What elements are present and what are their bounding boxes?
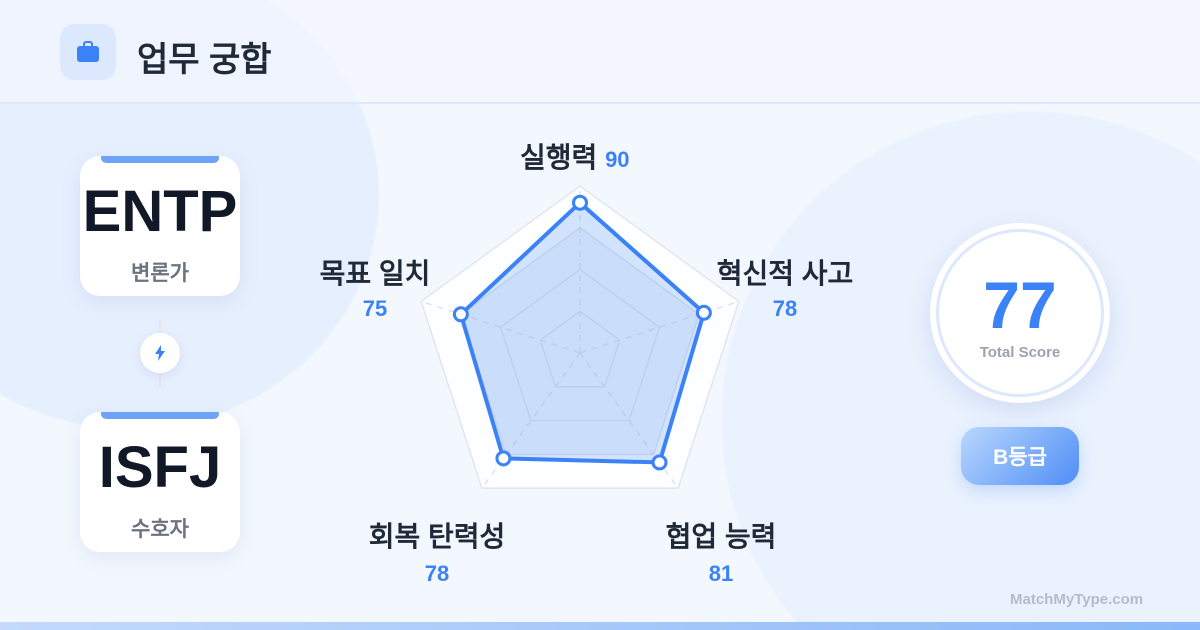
card-accent-bar (101, 412, 219, 419)
type-code: ENTP (82, 179, 238, 244)
site-watermark: MatchMyType.com (1010, 591, 1144, 608)
total-score-label: Total Score (979, 344, 1061, 361)
axis-label-2: 협업 능력 81 (662, 515, 780, 587)
card-accent-bar (101, 156, 219, 163)
axis-value-4: 75 (362, 296, 388, 321)
radar-chart (420, 185, 740, 489)
data-point (452, 306, 469, 323)
data-point (572, 194, 588, 211)
lightning-icon (140, 333, 180, 373)
type-code: ISFJ (98, 435, 222, 500)
axis-value-1: 78 (772, 296, 798, 321)
type-card-2: ISFJ 수호자 (80, 412, 240, 552)
axis-value-2: 81 (708, 561, 734, 586)
header: 업무 궁합 (0, 0, 1200, 104)
data-area (458, 200, 706, 465)
grade-badge: B등급 (961, 427, 1079, 485)
axis-line (481, 352, 581, 489)
type-card-1: ENTP 변론가 (80, 156, 240, 296)
data-point (495, 450, 512, 467)
axis-label-3: 회복 탄력성 78 (364, 515, 510, 587)
axis-label-1: 혁신적 사고 78 (712, 252, 858, 322)
page-title: 업무 궁합 (137, 41, 272, 79)
data-point (695, 304, 712, 321)
type-nickname: 변론가 (131, 262, 189, 285)
axis-label-4: 목표 일치 75 (316, 252, 434, 322)
axis-label-0: 실행력 90 (520, 142, 630, 173)
briefcase-icon (60, 24, 116, 80)
total-score-badge: 77 Total Score (930, 223, 1110, 403)
bottom-accent-bar (0, 622, 1200, 630)
total-score-value: 77 (983, 268, 1057, 342)
type-nickname: 수호자 (131, 518, 189, 541)
axis-value-3: 78 (424, 561, 450, 586)
axis-line (579, 300, 740, 354)
data-point (651, 454, 668, 471)
axis-line (579, 352, 679, 489)
axis-value-0: 90 (605, 147, 630, 172)
axis-line (420, 300, 581, 354)
